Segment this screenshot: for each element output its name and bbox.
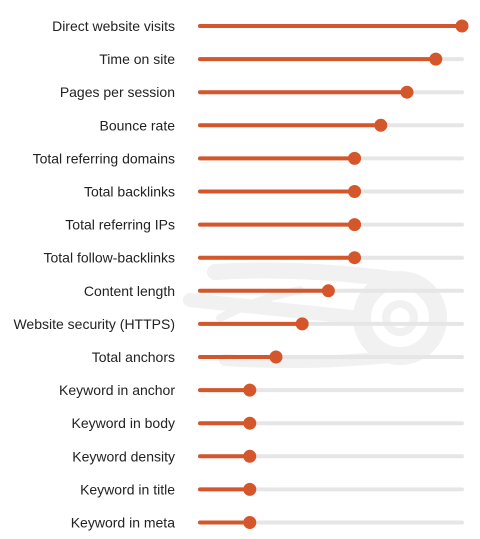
bar-marker — [348, 185, 362, 198]
bar-marker — [321, 284, 335, 298]
row-label: Keyword in anchor — [59, 382, 175, 398]
row-label: Content length — [84, 283, 175, 299]
row-label: Website security (HTTPS) — [13, 316, 175, 332]
row-label: Keyword in title — [80, 481, 175, 497]
bar-marker — [400, 85, 414, 99]
bar-marker — [243, 416, 257, 430]
row-label: Total referring IPs — [65, 217, 175, 233]
bar-marker — [243, 449, 257, 463]
row-label: Total backlinks — [84, 184, 175, 200]
bar-marker — [243, 482, 257, 496]
row-label: Keyword in body — [71, 415, 175, 431]
bar-marker — [295, 317, 309, 331]
bar-marker — [429, 52, 443, 66]
bar-marker — [455, 19, 469, 33]
row-label: Time on site — [99, 51, 175, 67]
bar-marker — [243, 516, 257, 529]
row-label: Bounce rate — [100, 117, 176, 133]
row-label: Pages per session — [60, 84, 175, 100]
bar-marker — [243, 383, 257, 397]
row-label: Direct website visits — [52, 18, 175, 34]
bar-marker — [374, 118, 388, 132]
row-label: Total follow-backlinks — [44, 250, 176, 266]
row-label: Keyword in meta — [71, 515, 175, 531]
row-label: Total anchors — [92, 349, 175, 365]
bar-marker — [348, 251, 362, 265]
row-label: Total referring domains — [33, 150, 175, 166]
row-label: Keyword density — [72, 448, 175, 464]
bar-marker — [269, 350, 283, 364]
bar-marker — [348, 151, 362, 165]
bar-marker — [348, 218, 362, 232]
